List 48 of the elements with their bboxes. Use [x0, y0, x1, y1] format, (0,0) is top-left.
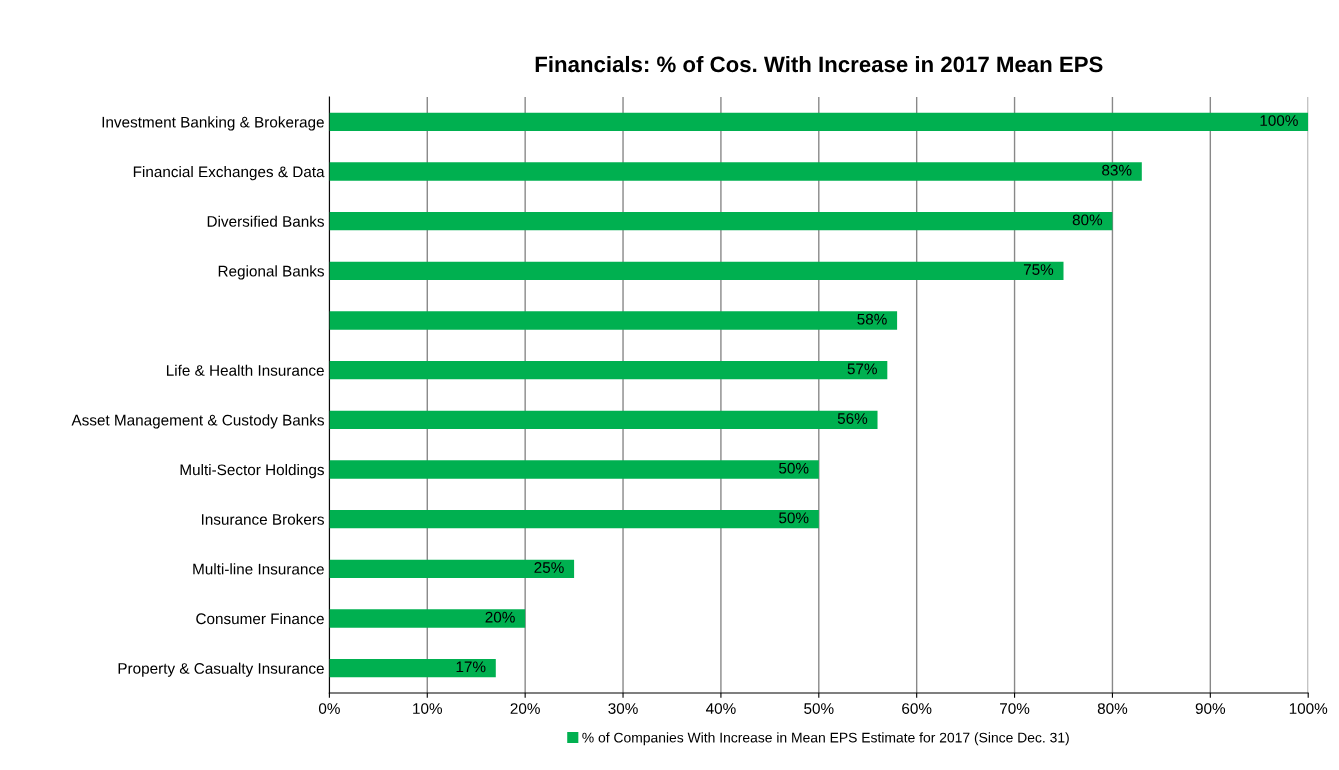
x-tick-label: 40%	[705, 703, 736, 714]
data-label: 57%	[847, 363, 877, 375]
data-label: 75%	[1023, 264, 1054, 275]
legend-label: % of Companies With Increase in Mean EPS Estimate for 2017 (Since Dec. 31)	[582, 732, 1069, 746]
bar	[329, 162, 1142, 181]
x-tick-label: 60%	[902, 703, 932, 714]
bar	[329, 460, 819, 479]
x-tick-label: 10%	[413, 703, 443, 714]
y-tick-label: Life & Health Insurance	[166, 364, 324, 376]
y-tick-label: Asset Management & Custody Banks	[71, 414, 324, 429]
x-tick-label: 20%	[510, 703, 540, 714]
y-tick-label: Diversified Banks	[207, 215, 324, 227]
data-label: 25%	[534, 562, 564, 573]
data-label: 58%	[857, 313, 887, 325]
bar	[329, 410, 878, 430]
y-tick-label: Consumer Finance	[196, 612, 324, 625]
x-tick-label: 70%	[1000, 703, 1030, 714]
y-tick-label: Investment Banking & Brokerage	[102, 116, 324, 131]
y-tick-label: Property & Casualty Insurance	[118, 662, 324, 677]
bar	[329, 261, 1064, 281]
y-tick-label: Regional Banks	[218, 265, 324, 280]
bar	[329, 609, 526, 628]
x-tick-label: 0%	[318, 703, 340, 714]
x-tick-label: 90%	[1195, 703, 1226, 714]
y-tick-label: Financial Exchanges & Data	[133, 165, 325, 181]
bar	[329, 112, 1309, 132]
data-label: 83%	[1102, 164, 1132, 176]
chart-title: Financials: % of Cos. With Increase in 2017 Mean EPS	[535, 55, 1103, 73]
data-label: 100%	[1260, 115, 1298, 126]
data-label: 50%	[779, 462, 809, 474]
x-tick-label: 100%	[1289, 703, 1328, 714]
bar	[329, 311, 898, 330]
y-tick-label: Multi-line Insurance	[193, 563, 324, 575]
bar	[329, 559, 575, 579]
data-label: 17%	[456, 661, 486, 673]
bar	[329, 360, 888, 380]
x-tick-label: 80%	[1097, 703, 1128, 714]
data-label: 20%	[485, 611, 515, 623]
y-tick-label: Multi-Sector Holdings	[180, 463, 324, 479]
x-tick-label: 50%	[804, 703, 834, 714]
bar	[329, 509, 819, 529]
bar	[329, 658, 496, 678]
data-label: 56%	[837, 413, 868, 424]
data-label: 50%	[779, 512, 809, 524]
bar	[329, 211, 1113, 231]
x-tick-label: 30%	[608, 703, 638, 714]
y-tick-label: Insurance Brokers	[201, 513, 324, 525]
data-label: 80%	[1072, 214, 1103, 226]
